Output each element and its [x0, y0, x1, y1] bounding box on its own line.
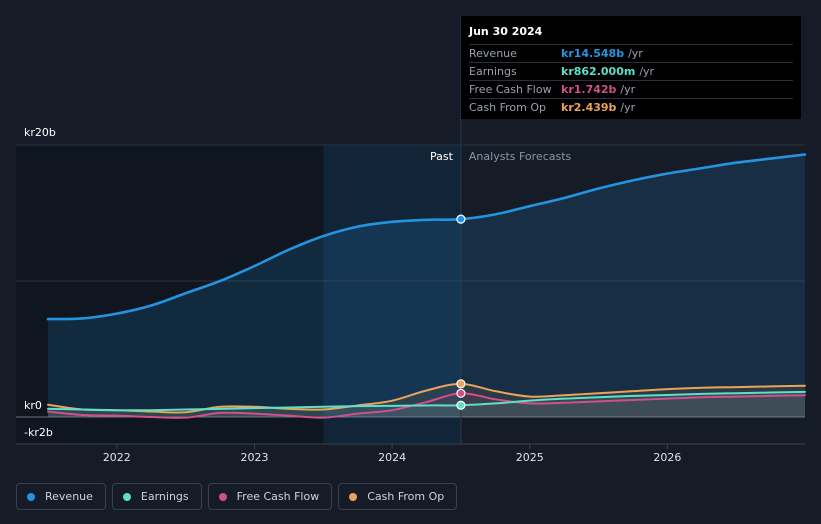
tooltip-name: Earnings	[469, 65, 517, 78]
revenue-marker	[456, 214, 466, 224]
earnings-line	[47, 390, 806, 412]
gridlines	[16, 144, 805, 445]
tooltip-unit: /yr	[639, 65, 655, 78]
x-tick-label: 2025	[516, 451, 544, 464]
revenue-dot-icon	[27, 492, 35, 501]
revenue-line	[46, 153, 807, 321]
highlight-band	[323, 145, 461, 444]
tooltip-value: kr1.742b	[561, 83, 617, 96]
legend-item-revenue[interactable]: Revenue	[16, 483, 106, 510]
x-axis-labels: 2022 2023 2024 2025 2026	[103, 444, 681, 464]
y-tick-label: -kr2b	[24, 426, 53, 439]
tooltip-name: Revenue	[469, 47, 517, 60]
free-cash-flow-marker	[456, 388, 466, 398]
tooltip-date: Jun 30 2024	[469, 23, 793, 45]
y-tick-label: kr20b	[24, 126, 56, 139]
tooltip-unit: /yr	[628, 47, 643, 60]
legend-label: Free Cash Flow	[236, 490, 320, 503]
forecast-label: Analysts Forecasts	[469, 150, 572, 163]
y-tick-label: kr0	[24, 399, 42, 412]
tooltip-value: kr862.000m	[561, 65, 636, 78]
tooltip-value: kr2.439b	[561, 101, 617, 114]
tooltip-unit: /yr	[620, 83, 636, 96]
tooltip-unit: /yr	[620, 101, 636, 114]
cash-from-op-dot-icon	[349, 492, 358, 501]
free-cash-flow-dot-icon	[218, 492, 227, 501]
tooltip-row-revenue: Revenue kr14.548b /yr	[469, 45, 793, 63]
x-tick-label: 2022	[103, 451, 131, 464]
legend-item-earnings[interactable]: Earnings	[111, 483, 202, 510]
tooltip-row-cash-from-op: Cash From Op kr2.439b /yr	[469, 99, 793, 116]
legend: Revenue Earnings Free Cash Flow Cash Fro…	[16, 483, 458, 510]
cash-from-op-line	[47, 382, 806, 414]
past-label: Past	[430, 150, 454, 163]
y-axis-labels: kr20b kr0 -kr2b	[24, 126, 56, 439]
tooltip-panel: Jun 30 2024 Revenue kr14.548b /yr Earnin…	[461, 16, 801, 119]
series-lines	[46, 153, 807, 419]
x-tick-label: 2023	[240, 451, 268, 464]
x-tick-label: 2024	[378, 451, 406, 464]
legend-item-cash-from-op[interactable]: Cash From Op	[338, 483, 458, 510]
tooltip-markers	[456, 214, 466, 410]
earnings-area	[48, 391, 805, 417]
legend-label: Earnings	[140, 490, 189, 503]
legend-item-free-cash-flow[interactable]: Free Cash Flow	[207, 483, 333, 510]
tooltip-row-free-cash-flow: Free Cash Flow kr1.742b /yr	[469, 81, 793, 99]
earnings-marker	[456, 400, 466, 410]
tooltip-name: Cash From Op	[469, 101, 547, 114]
tooltip-value: kr14.548b	[561, 47, 625, 60]
revenue-area	[48, 154, 805, 417]
earnings-dot-icon	[122, 492, 131, 501]
x-tick-label: 2026	[653, 451, 681, 464]
legend-label: Revenue	[45, 490, 93, 503]
cash-from-op-marker	[456, 379, 466, 389]
legend-label: Cash From Op	[367, 490, 445, 503]
tooltip-name: Free Cash Flow	[469, 83, 552, 96]
free-cash-flow-line	[47, 392, 806, 419]
tooltip-row-earnings: Earnings kr862.000m /yr	[469, 63, 793, 81]
